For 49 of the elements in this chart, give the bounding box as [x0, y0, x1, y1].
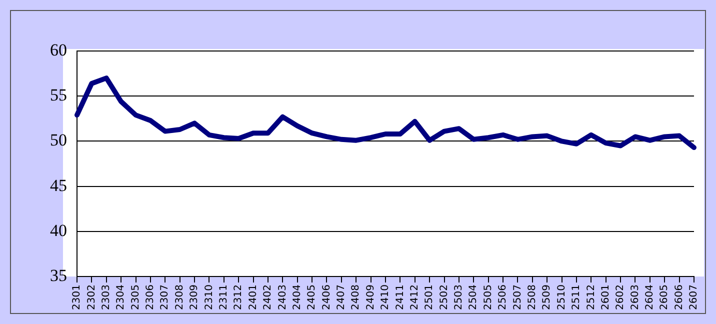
- x-tick-label: 2507: [512, 284, 524, 310]
- x-tick-label: 2407: [336, 284, 348, 310]
- x-tick-label: 2403: [277, 284, 288, 310]
- x-tick-label: 2512: [586, 284, 597, 310]
- y-tick-label: 45: [50, 176, 67, 195]
- x-tick-label: 2505: [482, 284, 494, 310]
- x-tick-label: 2506: [498, 284, 509, 310]
- x-tick-label: 2301: [72, 284, 83, 310]
- x-tick-label: 2511: [571, 284, 582, 310]
- x-tick-label: 2306: [145, 284, 156, 310]
- x-tick-label: 2509: [542, 284, 553, 310]
- x-tick-label: 2601: [600, 284, 612, 310]
- y-tick-label: 60: [50, 40, 67, 60]
- x-tick-label: 2510: [556, 284, 568, 310]
- x-tick-label: 2311: [218, 284, 230, 310]
- x-tick-label: 2305: [130, 284, 142, 310]
- x-tick-label: 2606: [674, 284, 685, 310]
- x-tick-label: 2404: [292, 284, 303, 310]
- x-tick-label: 2310: [204, 284, 215, 310]
- x-tick-label: 2604: [644, 284, 656, 310]
- x-tick-label: 2312: [233, 284, 244, 310]
- x-tick-label: 2307: [160, 284, 171, 310]
- x-tick-label: 2409: [365, 284, 376, 310]
- y-tick-label: 35: [50, 266, 67, 286]
- y-tick-label: 50: [50, 130, 67, 150]
- x-tick-label: 2605: [659, 284, 670, 310]
- x-tick-label: 2408: [350, 284, 362, 310]
- x-tick-label: 2607: [688, 284, 700, 310]
- x-tick-label: 2410: [380, 284, 392, 310]
- x-tick-label: 2309: [189, 284, 200, 310]
- x-tick-label: 2402: [262, 284, 274, 310]
- x-tick-label: 2401: [248, 284, 259, 310]
- x-tick-label: 2406: [321, 284, 332, 310]
- x-tick-label: 2603: [630, 284, 641, 310]
- x-tick-label: 2504: [468, 284, 480, 310]
- x-tick-label: 2405: [306, 284, 318, 310]
- x-tick-label: 2302: [86, 284, 98, 310]
- x-tick-label: 2602: [615, 284, 626, 310]
- x-tick-label: 2308: [174, 284, 186, 310]
- x-tick-label: 2501: [424, 284, 436, 310]
- x-tick-label: 2502: [438, 284, 450, 310]
- x-tick-label: 2503: [454, 284, 465, 310]
- x-tick-label: 2411: [394, 284, 406, 310]
- x-tick-label: 2412: [409, 284, 420, 310]
- x-tick-label: 2508: [527, 284, 538, 310]
- y-tick-label: 40: [50, 220, 67, 240]
- y-tick-label: 55: [50, 86, 67, 105]
- x-tick-label: 2303: [100, 284, 112, 310]
- x-tick-label: 2304: [116, 284, 127, 310]
